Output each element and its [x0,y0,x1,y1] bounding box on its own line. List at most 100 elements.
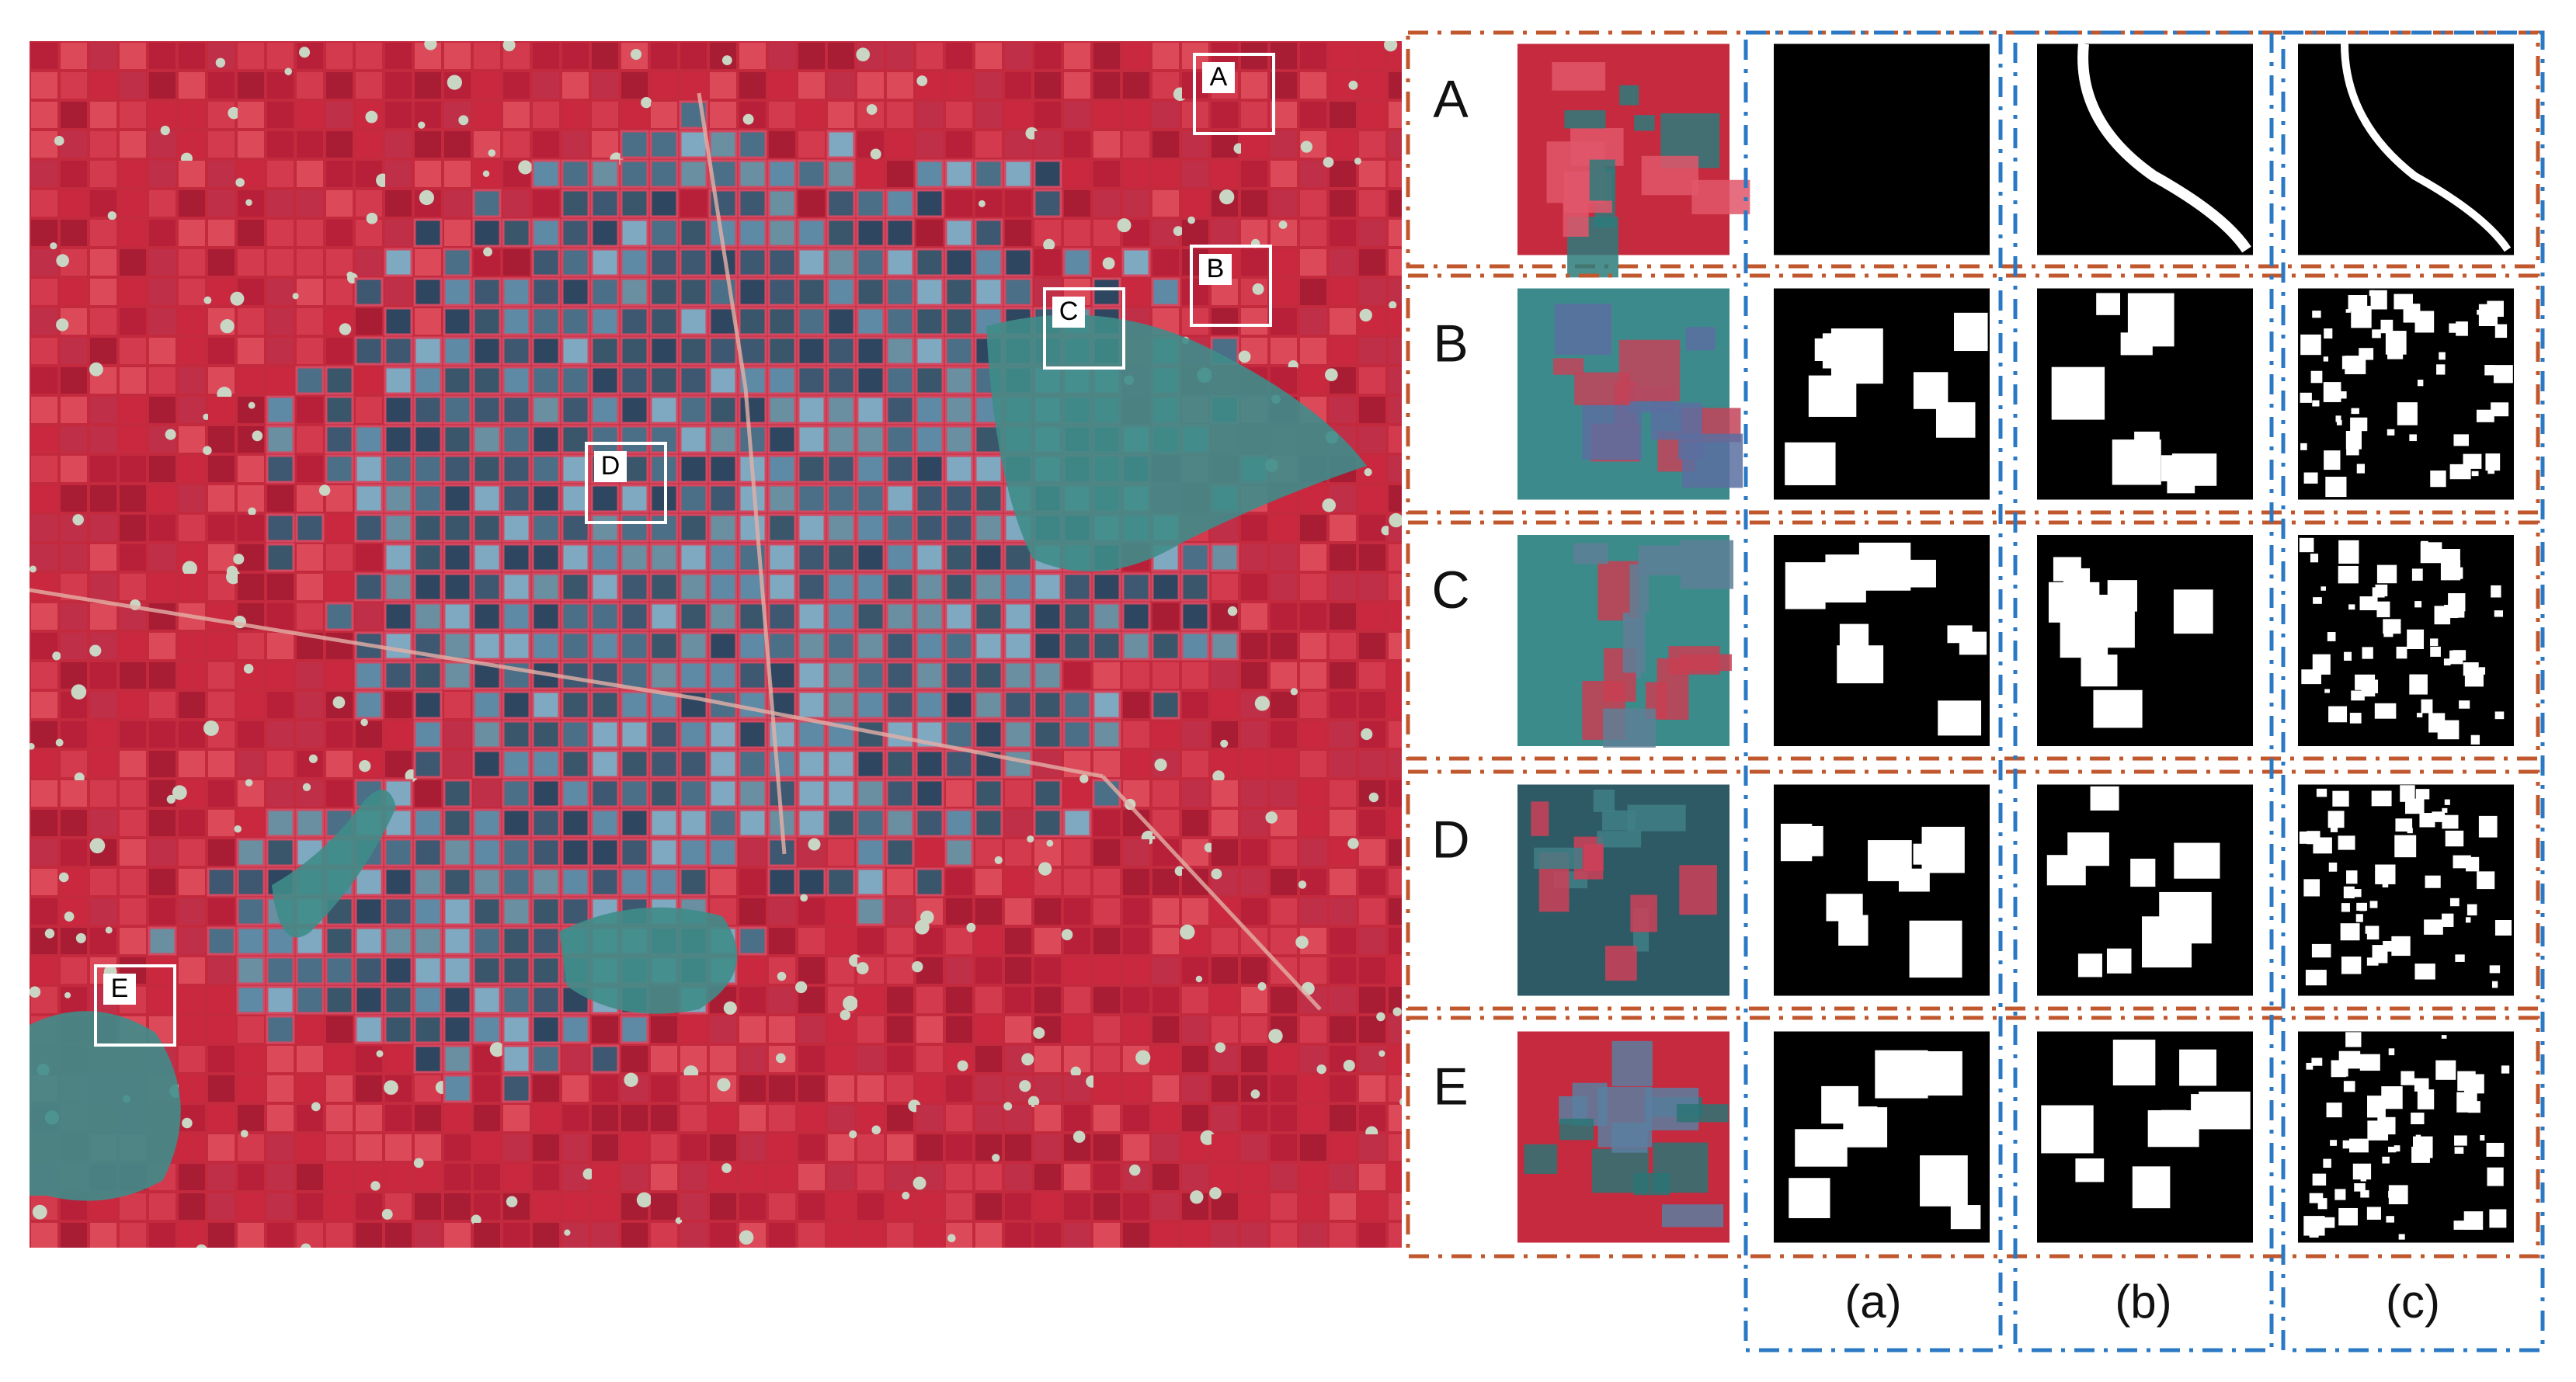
map-tile [620,661,649,690]
map-tile [238,515,264,541]
map-speck [182,1117,193,1129]
map-speck [54,136,64,146]
map-tile [946,1016,972,1043]
map-tile [798,1046,825,1072]
mask-shape [2305,970,2327,986]
mask-shape [2120,332,2153,356]
map-speck [1021,1053,1034,1066]
map-tile [915,867,944,897]
map-tile [915,395,944,425]
map-box-label: B [1207,254,1225,283]
map-tile [179,1193,205,1220]
thumbnail-patch [1597,831,1642,848]
map-tile [31,102,57,128]
map-tile [326,1193,353,1220]
map-tile [797,808,826,838]
map-tile [267,780,294,807]
map-tile [502,749,531,779]
thumbnail-patch [1682,433,1743,488]
map-tile [1151,277,1180,307]
map-tile [1034,1223,1061,1248]
thumbnail-patch [1630,894,1657,932]
map-tile [1359,279,1385,305]
map-tile [208,1193,235,1220]
map-tile [1152,1046,1179,1072]
map-tile [975,131,1002,158]
map-tile [828,1016,854,1043]
map-tile [61,161,87,187]
map-tile [531,1015,561,1044]
map-tile [856,248,885,277]
map-tile [1359,367,1385,394]
map-tile [1330,721,1356,748]
map-tile [826,749,856,779]
map-tile [1062,572,1092,602]
map-tile [31,249,57,276]
map-tile [946,1164,972,1190]
map-tile [474,1075,500,1102]
map-tile [1330,279,1356,305]
map-speck [418,121,426,129]
thumbnail-patch [1629,564,1650,613]
mask-shape [2173,589,2213,634]
map-tile [531,720,561,749]
map-tile [738,808,767,838]
map-tile [680,1075,707,1102]
map-tile [680,1134,707,1161]
map-tile [31,72,57,99]
map-speck [1268,1029,1283,1043]
map-tile [1389,839,1402,866]
map-tile [531,336,561,366]
map-tile [649,366,679,395]
map-tile [148,926,177,956]
map-tile [679,366,708,395]
map-speck [978,200,986,207]
thumbnail-patch [1524,1144,1558,1175]
map-tile [326,1134,353,1161]
map-tile [1359,72,1385,99]
map-tile [267,1046,294,1072]
mask-shape [2415,789,2430,800]
mask-shape [2334,1189,2346,1200]
mask-shape [2417,380,2424,387]
map-tile [149,249,176,276]
map-tile [443,661,472,690]
thumbnail-patch [1593,789,1615,812]
map-tile [297,721,323,748]
map-tile [1359,43,1385,69]
mask-shape [2382,1156,2390,1164]
map-tile [1330,987,1356,1013]
map-tile [916,1046,943,1072]
map-tile [828,1105,854,1131]
map-tile [326,72,353,99]
map-tile [179,633,205,659]
map-tile [384,661,413,690]
map-tile [915,543,944,572]
map-tile [592,1134,618,1161]
map-tile [1005,810,1031,836]
map-tile [385,1105,412,1131]
map-tile [620,307,649,336]
map-tile [1093,928,1120,954]
map-tile [208,692,235,718]
map-tile [797,454,826,484]
map-tile [826,661,856,690]
map-tile [354,926,384,956]
map-tile [620,690,649,720]
map-speck [1212,770,1225,783]
map-tile [1003,159,1033,189]
map-tile [769,1105,795,1131]
map-tile [1271,1164,1297,1190]
map-tile [472,808,502,838]
thumbnail-patch [1634,115,1655,131]
map-tile [885,838,915,867]
map-tile [267,662,294,689]
map-tile [1093,220,1120,246]
map-tile [236,897,266,926]
map-tile [1182,1046,1208,1072]
mask-shape [2465,917,2471,923]
map-tile [1241,574,1267,600]
map-tile [590,395,620,425]
map-tile [769,43,795,69]
mask-shape [2387,1146,2397,1153]
